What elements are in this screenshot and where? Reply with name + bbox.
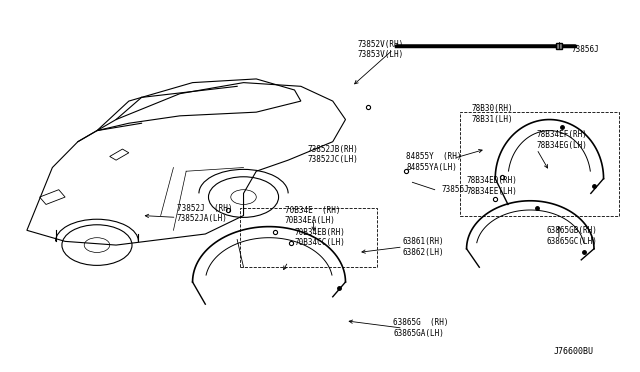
Text: 73852V(RH)
73853V(LH): 73852V(RH) 73853V(LH) <box>357 40 404 59</box>
Text: 73856J: 73856J <box>441 185 469 194</box>
Text: J76600BU: J76600BU <box>554 347 594 356</box>
Text: 63865GB(RH)
63865GC(LH): 63865GB(RH) 63865GC(LH) <box>547 226 597 246</box>
Text: 73852JB(RH)
73852JC(LH): 73852JB(RH) 73852JC(LH) <box>307 145 358 164</box>
Text: 78B30(RH)
78B31(LH): 78B30(RH) 78B31(LH) <box>471 104 513 124</box>
Text: 78B34ED(RH)
78B34EE(LH): 78B34ED(RH) 78B34EE(LH) <box>467 176 517 196</box>
Text: 73852J  (RH)
73852JA(LH): 73852J (RH) 73852JA(LH) <box>177 204 232 224</box>
Text: 70B34EB(RH)
70B34CC(LH): 70B34EB(RH) 70B34CC(LH) <box>294 228 346 247</box>
Text: 70B34E  (RH)
70B34EA(LH): 70B34E (RH) 70B34EA(LH) <box>285 206 340 225</box>
Text: 84855Y  (RH)
84855YA(LH): 84855Y (RH) 84855YA(LH) <box>406 152 461 172</box>
Text: 63865G  (RH)
63865GA(LH): 63865G (RH) 63865GA(LH) <box>394 318 449 338</box>
Text: 73856J: 73856J <box>572 45 600 54</box>
Text: 63861(RH)
63862(LH): 63861(RH) 63862(LH) <box>403 237 444 257</box>
Text: 78B34EF(RH)
78B34EG(LH): 78B34EF(RH) 78B34EG(LH) <box>537 130 588 150</box>
